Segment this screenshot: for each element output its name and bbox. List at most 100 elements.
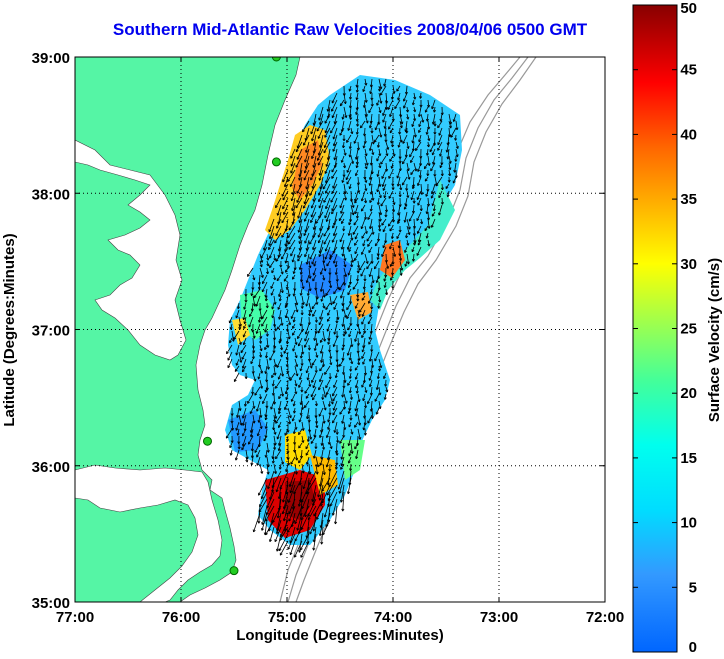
velocity-vector — [310, 169, 317, 181]
velocity-vector — [431, 218, 436, 228]
velocity-vector-head — [360, 274, 364, 277]
velocity-vector — [331, 232, 338, 243]
velocity-vector — [261, 505, 268, 525]
y-tick-label: 38:00 — [32, 186, 70, 203]
velocity-vector-head — [309, 257, 313, 260]
velocity-vector-head — [278, 549, 282, 552]
velocity-vector — [339, 435, 345, 444]
velocity-vector — [322, 330, 326, 342]
velocity-vector — [294, 365, 298, 377]
velocity-vector-head — [372, 197, 375, 201]
velocity-vector — [315, 421, 318, 428]
velocity-vector — [384, 120, 387, 129]
velocity-vector-head — [305, 492, 309, 495]
velocity-vector — [307, 288, 310, 296]
velocity-vector — [271, 267, 275, 274]
velocity-vector — [301, 435, 304, 443]
velocity-vector-head — [339, 491, 342, 494]
velocity-vector — [308, 470, 317, 485]
velocity-vector — [331, 183, 338, 194]
velocity-vector-head — [356, 132, 359, 135]
velocity-vector — [276, 519, 282, 534]
velocity-vector — [266, 358, 270, 370]
velocity-vector-head — [267, 271, 270, 275]
velocity-vector-head — [290, 156, 294, 159]
velocity-vector-head — [337, 440, 340, 443]
velocity-vector — [350, 428, 353, 435]
velocity-vector — [381, 218, 387, 226]
velocity-vector — [283, 204, 289, 215]
velocity-vector — [361, 204, 366, 212]
velocity-vector-head — [361, 335, 364, 339]
velocity-vector-head — [411, 124, 415, 127]
velocity-vector — [371, 358, 374, 368]
velocity-vector — [348, 281, 352, 288]
velocity-vector — [306, 365, 310, 374]
velocity-vector-head — [414, 118, 417, 121]
velocity-vector — [339, 197, 345, 209]
velocity-vector — [279, 540, 289, 556]
velocity-vector-head — [280, 339, 283, 342]
velocity-vector — [369, 351, 373, 362]
velocity-vector — [376, 274, 380, 283]
velocity-vector-head — [348, 273, 351, 276]
velocity-vector-head — [382, 184, 385, 187]
velocity-vector-head — [386, 389, 389, 393]
velocity-vector — [304, 400, 310, 408]
velocity-vector — [364, 155, 369, 166]
velocity-vector — [258, 414, 261, 423]
velocity-vector-head — [312, 279, 316, 282]
velocity-vector — [231, 330, 234, 342]
velocity-vector-head — [358, 190, 361, 193]
velocity-vector-head — [300, 527, 304, 531]
velocity-vector-head — [407, 243, 410, 246]
velocity-vector-head — [418, 130, 421, 133]
velocity-vector-head — [304, 391, 308, 394]
velocity-vector — [300, 512, 310, 530]
velocity-vector — [427, 155, 430, 166]
velocity-vector — [278, 421, 282, 428]
velocity-vector — [357, 358, 360, 365]
velocity-vector-head — [386, 153, 389, 156]
velocity-vector — [370, 386, 373, 396]
velocity-vector — [420, 113, 424, 123]
velocity-vector-head — [266, 506, 270, 509]
velocity-vector — [287, 372, 291, 380]
velocity-vector — [339, 477, 345, 494]
velocity-vector-head — [369, 200, 373, 204]
velocity-vector — [323, 141, 331, 154]
velocity-vector-head — [330, 255, 333, 258]
velocity-vector-head — [404, 250, 407, 253]
velocity-vector-head — [276, 549, 279, 552]
velocity-vector-head — [365, 188, 368, 191]
velocity-vector — [293, 407, 296, 414]
velocity-vector — [328, 470, 338, 487]
velocity-vector-head — [288, 247, 292, 250]
velocity-vector-head — [378, 276, 381, 279]
velocity-vector-head — [339, 364, 342, 367]
velocity-vector — [273, 414, 276, 423]
velocity-vector-head — [399, 160, 402, 164]
velocity-vector — [399, 260, 403, 271]
velocity-vector-head — [342, 180, 345, 183]
velocity-vector-head — [231, 440, 234, 443]
velocity-vector-head — [346, 140, 349, 143]
velocity-vector — [298, 442, 303, 449]
velocity-vector-head — [227, 358, 231, 361]
y-tick-label: 35:00 — [32, 595, 70, 612]
velocity-vector-head — [449, 167, 452, 170]
velocity-vector — [336, 281, 339, 290]
velocity-vector — [448, 127, 451, 137]
velocity-vector-head — [340, 499, 344, 503]
velocity-vector-head — [350, 219, 353, 222]
velocity-vector-head — [287, 547, 291, 550]
velocity-vector-head — [361, 209, 364, 212]
velocity-vector — [278, 400, 282, 411]
velocity-vector — [332, 393, 338, 402]
velocity-vector — [333, 127, 338, 140]
velocity-vector — [405, 197, 408, 206]
velocity-vector-head — [240, 351, 244, 354]
velocity-vector — [356, 113, 359, 122]
velocity-vector-head — [420, 163, 423, 166]
velocity-vector — [363, 421, 366, 431]
